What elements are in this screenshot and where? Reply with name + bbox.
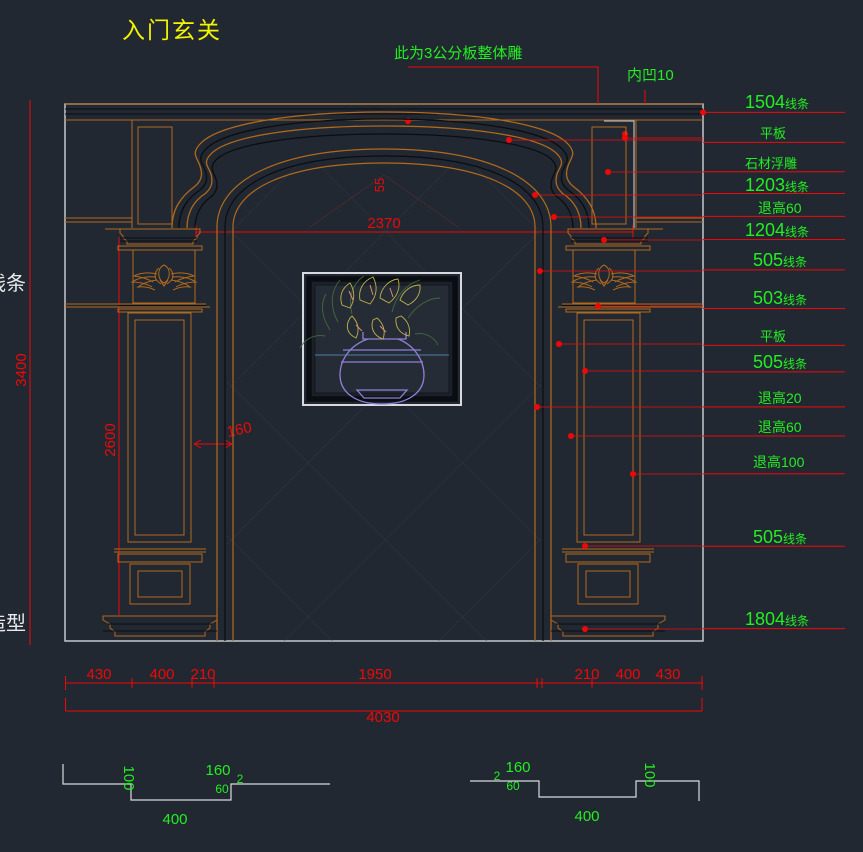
svg-text:100: 100 [641, 762, 658, 787]
svg-text:160: 160 [505, 759, 530, 776]
svg-text:60: 60 [506, 779, 520, 793]
svg-text:入门玄关: 入门玄关 [122, 18, 222, 43]
svg-text:造型: 造型 [0, 612, 26, 635]
svg-text:2600: 2600 [102, 423, 119, 456]
svg-text:1950: 1950 [358, 666, 391, 683]
svg-text:内凹10: 内凹10 [627, 67, 674, 84]
svg-text:430: 430 [86, 666, 111, 683]
svg-text:平板: 平板 [760, 126, 786, 141]
svg-text:400: 400 [149, 666, 174, 683]
svg-text:160: 160 [205, 762, 230, 779]
svg-text:退高60: 退高60 [758, 419, 802, 435]
svg-text:4030: 4030 [366, 709, 399, 726]
svg-text:退高20: 退高20 [758, 390, 802, 406]
svg-text:3400: 3400 [13, 353, 30, 386]
svg-text:石材浮雕: 石材浮雕 [745, 156, 797, 171]
svg-text:2: 2 [494, 769, 501, 783]
svg-text:210: 210 [190, 666, 215, 683]
svg-text:400: 400 [162, 811, 187, 828]
svg-text:此为3公分板整体雕: 此为3公分板整体雕 [394, 44, 522, 62]
svg-text:400: 400 [574, 808, 599, 825]
svg-text:平板: 平板 [760, 329, 786, 344]
svg-text:60: 60 [215, 782, 229, 796]
svg-text:100: 100 [120, 765, 137, 790]
svg-text:2: 2 [237, 772, 244, 786]
svg-text:430: 430 [655, 666, 680, 683]
svg-text:400: 400 [615, 666, 640, 683]
svg-text:线条: 线条 [0, 272, 26, 295]
svg-text:210: 210 [574, 666, 599, 683]
svg-text:退高100: 退高100 [753, 454, 805, 470]
svg-text:退高60: 退高60 [758, 200, 802, 216]
